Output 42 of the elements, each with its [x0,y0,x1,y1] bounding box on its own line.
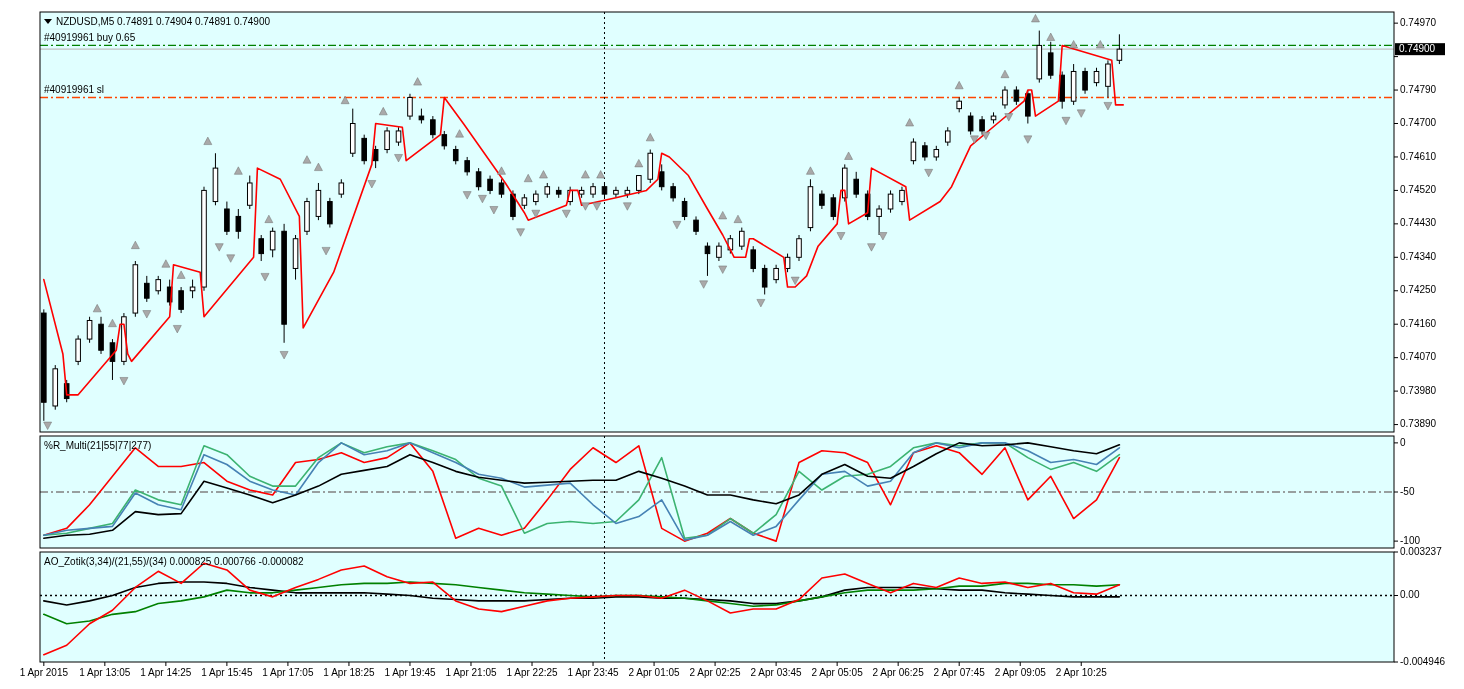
x-tick-label: 2 Apr 10:25 [1055,667,1108,678]
ref-line-label: #40919961 sl [44,84,105,96]
y-tick-label: 0.73980 [1400,384,1437,396]
x-tick-label: 2 Apr 07:45 [933,667,986,678]
y-tick-label: 0.74070 [1400,351,1437,363]
x-tick-label: 1 Apr 22:25 [506,667,559,678]
x-tick-label: 1 Apr 15:45 [201,667,253,678]
y-tick-label: -0.004946 [1400,655,1446,667]
x-tick-label: 1 Apr 18:25 [323,667,375,678]
x-tick-label: 2 Apr 05:05 [811,667,864,678]
x-tick-label: 1 Apr 23:45 [567,667,620,678]
x-tick-label: 2 Apr 02:25 [689,667,742,678]
y-tick-label: 0.74430 [1400,217,1437,229]
x-tick-label: 2 Apr 01:05 [628,667,681,678]
y-tick-label: 0.74610 [1400,150,1437,162]
y-tick-label: -100 [1400,534,1421,546]
x-tick-label: 1 Apr 2015 [19,667,69,678]
x-tick-label: 2 Apr 03:45 [750,667,803,678]
y-tick-label: 0.73890 [1400,418,1437,430]
y-tick-label: 0.74160 [1400,317,1437,329]
y-tick-label: 0.00 [1400,589,1420,601]
y-tick-label: 0.74340 [1400,250,1437,262]
x-tick-label: 2 Apr 09:05 [994,667,1047,678]
x-tick-label: 2 Apr 06:25 [872,667,925,678]
x-tick-label: 1 Apr 21:05 [445,667,497,678]
y-tick-label: 0.74520 [1400,184,1437,196]
y-tick-label: 0.74970 [1400,16,1437,28]
x-tick-label: 1 Apr 13:05 [79,667,131,678]
x-tick-label: 1 Apr 17:05 [262,667,314,678]
x-tick-label: 1 Apr 14:25 [140,667,192,678]
y-tick-label: 0.74790 [1400,83,1437,95]
ref-line-label: 0.74900 [1399,42,1436,54]
y-tick-label: 0.74700 [1400,117,1437,129]
y-tick-label: 0.74250 [1400,284,1437,296]
ref-line-label: #40919961 buy 0.65 [44,32,136,44]
x-tick-label: 1 Apr 19:45 [384,667,436,678]
y-tick-label: 0.003237 [1400,545,1443,557]
chart-title: %R_Multi(21|55|77|277) [44,440,152,451]
chart-title: NZDUSD,M5 0.74891 0.74904 0.74891 0.74900 [56,16,271,27]
y-tick-label: -50 [1400,485,1415,497]
chart-title: AO_Zotik(3,34)/(21,55)/(34) 0.000825 0.000766 -0.000082 [44,556,305,567]
y-tick-label: 0 [1400,436,1406,448]
